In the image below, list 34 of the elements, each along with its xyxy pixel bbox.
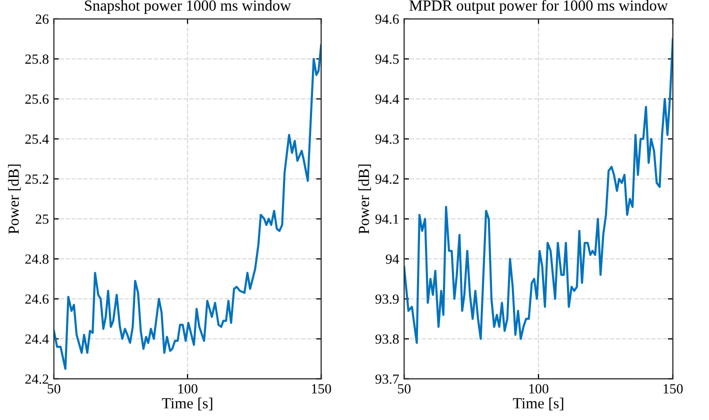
y-tick-label: 94.6	[375, 14, 399, 24]
y-tick-label: 25.2	[25, 174, 48, 184]
line-series	[404, 38, 673, 344]
y-tick-label: 93.9	[375, 294, 399, 304]
line-series	[54, 44, 322, 370]
y-tick-label: 25.4	[25, 134, 49, 144]
x-tick-label: 100	[178, 384, 198, 394]
y-axis-title: Power [dB]	[358, 164, 371, 234]
x-tick-label: 100	[529, 384, 548, 394]
y-tick-label: 25.8	[25, 54, 48, 64]
y-tick-label: 94	[386, 254, 400, 264]
y-tick-label: 94.2	[375, 174, 399, 184]
y-tick-label: 94.3	[375, 134, 399, 144]
x-tick-label: 150	[664, 384, 683, 394]
y-tick-label: 93.7	[375, 374, 399, 384]
y-tick-label: 24.8	[25, 254, 48, 264]
y-tick-label: 24.2	[25, 374, 48, 384]
y-tick-label: 94.5	[375, 54, 399, 64]
x-tick-label: 150	[312, 384, 332, 394]
y-tick-label: 26	[36, 14, 49, 24]
x-axis-title: Time [s]	[512, 398, 564, 410]
x-tick-label: 50	[48, 384, 60, 394]
x-tick-label: 50	[398, 384, 411, 394]
y-tick-label: 24.6	[25, 294, 49, 304]
chart-title: MPDR output power for 1000 ms window	[409, 0, 668, 14]
y-tick-label: 94.4	[375, 94, 400, 104]
x-axis-title: Time [s]	[162, 398, 212, 410]
y-tick-label: 94.1	[375, 214, 398, 224]
y-tick-label: 93.8	[375, 334, 399, 344]
y-tick-label: 24.4	[25, 334, 49, 344]
chart-title: Snapshot power 1000 ms window	[85, 0, 292, 14]
y-tick-label: 25	[36, 214, 48, 224]
y-axis-title: Power [dB]	[8, 164, 21, 234]
y-tick-label: 25.6	[25, 94, 49, 104]
